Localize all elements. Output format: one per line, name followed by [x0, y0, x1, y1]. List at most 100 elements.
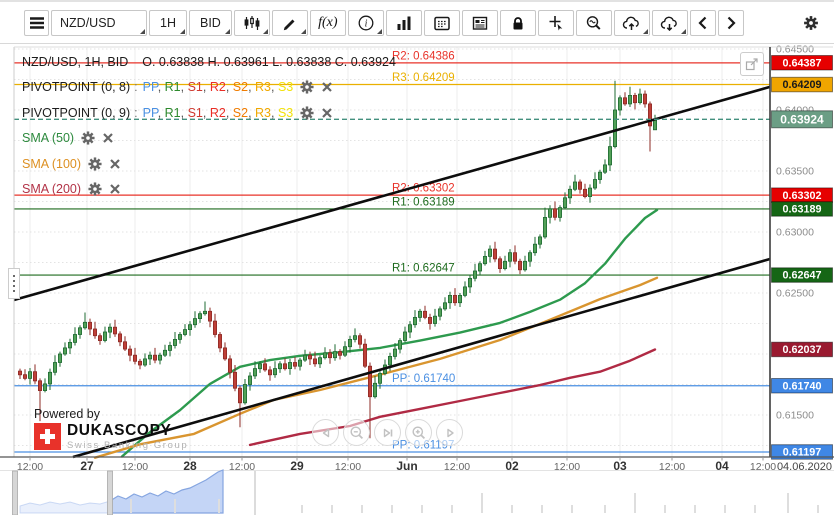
zoom-area-button[interactable] [575, 9, 612, 36]
gear-icon [88, 157, 102, 171]
sma50-row: SMA (50) [22, 126, 396, 152]
forward-button[interactable] [717, 9, 744, 36]
indicator-remove-icon[interactable] [321, 107, 333, 119]
menu-button[interactable] [24, 9, 49, 36]
lock-button[interactable] [499, 9, 536, 36]
trendline [72, 257, 771, 459]
indicator-remove-icon[interactable] [321, 81, 333, 93]
dropdown-corner-icon [680, 28, 686, 34]
news-button[interactable] [461, 9, 498, 36]
navigator-handle[interactable] [12, 470, 18, 515]
settings-button[interactable] [798, 9, 824, 36]
pencil-icon [283, 19, 295, 30]
histogram-icon [397, 16, 411, 30]
info-icon: i [358, 15, 374, 30]
pivot-link-r1[interactable]: R1 [164, 80, 181, 95]
time-tick-label: 04 [715, 459, 729, 473]
sma-label: SMA (100) [22, 156, 82, 171]
svg-text:0.63924: 0.63924 [780, 113, 824, 127]
time-tick-label: Jun [396, 459, 417, 473]
price-tick-label: 0.63000 [776, 227, 814, 239]
symbol-select[interactable]: NZD/USD [51, 9, 147, 36]
svg-text:R2: 0.63302: R2: 0.63302 [392, 183, 455, 195]
pivot-link-r3[interactable]: R3 [255, 80, 271, 95]
upload-button[interactable] [613, 9, 650, 36]
price-level-chip [771, 55, 833, 71]
gear-icon [81, 131, 95, 145]
indicator-settings-icon[interactable] [88, 182, 102, 196]
svg-text:R3: 0.64209: R3: 0.64209 [392, 72, 455, 84]
calendar-icon [434, 16, 450, 30]
play-button[interactable] [436, 419, 463, 446]
pivotpoint-row-1: PIVOTPOINT (0, 8) : PP, R1, S1, R2, S2, … [22, 75, 396, 101]
zoom-area-icon [586, 15, 601, 30]
price-side-select[interactable]: BID [188, 9, 232, 36]
pivotpoint-row-2: PIVOTPOINT (0, 9) : PP, R1, S1, R2, S2, … [22, 100, 396, 126]
time-tick-label: 03 [613, 459, 627, 473]
time-tick-label: 28 [183, 459, 197, 473]
dropdown-corner-icon [179, 28, 185, 34]
pivot-link-s1[interactable]: S1 [187, 105, 203, 120]
zoom-out-icon [350, 426, 363, 439]
time-tick-label: 27 [80, 459, 94, 473]
navigator-handle[interactable] [107, 470, 113, 515]
trendline [13, 85, 771, 302]
chevron-left-icon [698, 16, 707, 29]
price-tick-label: 0.62500 [776, 288, 814, 300]
calendar-button[interactable] [423, 9, 460, 36]
info-button[interactable]: i [347, 9, 384, 36]
draw-tools-button[interactable] [271, 9, 308, 36]
news-icon [472, 16, 488, 30]
svg-text:R1: 0.63189: R1: 0.63189 [392, 196, 455, 208]
indicators-button[interactable]: f(x) [309, 9, 346, 36]
crosshair-button[interactable] [537, 9, 574, 36]
pivot-link-s2[interactable]: S2 [232, 105, 249, 120]
chart-type-select[interactable] [233, 9, 270, 36]
time-tick-label: 12:00 [554, 461, 580, 473]
skip-to-end-button[interactable] [374, 419, 401, 446]
sidebar-splitter-handle[interactable] [8, 268, 20, 299]
volume-button[interactable] [385, 9, 422, 36]
indicator-remove-icon[interactable] [102, 132, 114, 144]
step-back-button[interactable] [312, 419, 339, 446]
zoom-out-button[interactable] [343, 419, 370, 446]
pivot-link-r2[interactable]: R2 [209, 105, 226, 120]
pivot-link-r3[interactable]: R3 [255, 105, 271, 120]
indicator-settings-icon[interactable] [88, 157, 102, 171]
pivot-link-s1[interactable]: S1 [187, 80, 203, 95]
pivot-link-s3[interactable]: S3 [277, 80, 294, 95]
price-level-chip [771, 110, 833, 129]
time-tick-label: 12:00 [122, 461, 148, 473]
pivot-link-r2[interactable]: R2 [209, 80, 226, 95]
pivot-link-s3[interactable]: S3 [277, 105, 294, 120]
sma-50-line [120, 208, 659, 458]
svg-text:0.62647: 0.62647 [782, 270, 821, 282]
indicator-remove-icon[interactable] [109, 158, 121, 170]
indicator-remove-icon[interactable] [109, 183, 121, 195]
svg-text:PP: 0.61197: PP: 0.61197 [392, 439, 454, 451]
pivot-links: PP, R1, S1, R2, S2, R3, S3 [142, 105, 294, 120]
time-tick-label: 12:00 [444, 461, 470, 473]
dukascopy-logo: Powered by DUKASCOPY Swiss Banking Group [34, 407, 188, 451]
price-level-chip [771, 76, 833, 93]
indicator-settings-icon[interactable] [300, 80, 314, 94]
indicator-settings-icon[interactable] [81, 131, 95, 145]
pivot-link-s2[interactable]: S2 [232, 80, 249, 95]
pivot-link-pp[interactable]: PP [142, 80, 158, 95]
back-button[interactable] [689, 9, 716, 36]
detach-chart-button[interactable] [740, 52, 764, 76]
time-tick-label: 12:00 [229, 461, 255, 473]
timeframe-select[interactable]: 1H [149, 9, 187, 36]
zoom-in-button[interactable] [405, 419, 432, 446]
ohlc-readout: O. 0.63838 H. 0.63961 L. 0.63838 C. 0.63… [142, 54, 396, 69]
step-back-icon [322, 428, 329, 437]
price-level-chip [771, 341, 833, 358]
chevron-right-icon [727, 16, 736, 29]
pivot-link-pp[interactable]: PP [142, 105, 158, 120]
pivot-link-r1[interactable]: R1 [164, 105, 181, 120]
indicator-settings-icon[interactable] [300, 106, 314, 120]
download-button[interactable] [651, 9, 688, 36]
instrument-info-row: NZD/USD, 1H, BID O. 0.63838 H. 0.63961 L… [22, 49, 396, 75]
